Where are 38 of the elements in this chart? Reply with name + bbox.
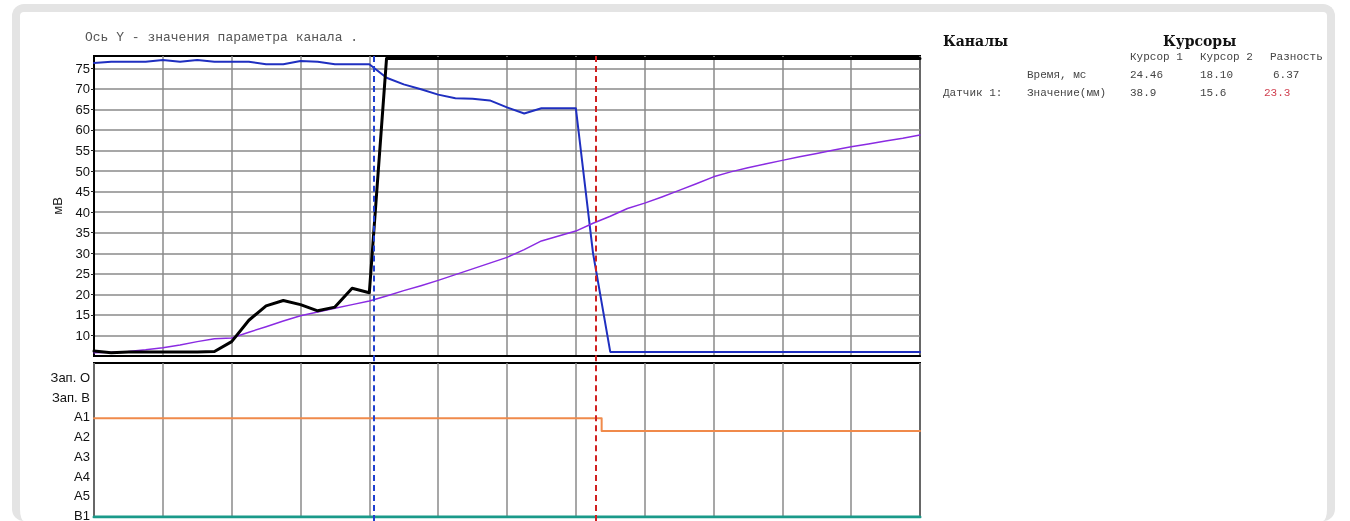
y-axis-title: мВ [50, 197, 65, 215]
text: Разность [1270, 51, 1323, 63]
text: 24.46 [1130, 69, 1164, 81]
y-tick-label: 40 [75, 204, 90, 220]
text: A2 [74, 429, 90, 445]
y-tick-label: 30 [75, 245, 90, 261]
y-tick-label: 70 [75, 81, 90, 97]
text: Датчик 1: [943, 87, 1003, 99]
text: A1 [74, 409, 90, 425]
text: B1 [74, 508, 90, 521]
text: Курсоры [1163, 33, 1237, 49]
text: 15.6 [1200, 87, 1227, 99]
text: Каналы [943, 33, 1009, 49]
text: Зап. О [50, 369, 90, 385]
y-tick-label: 15 [75, 307, 90, 323]
y-tick-label: 45 [75, 184, 90, 200]
text: Значение(мм) [1027, 87, 1107, 99]
text: A3 [74, 448, 90, 464]
text: A4 [74, 468, 90, 484]
y-tick-label: 55 [75, 143, 90, 159]
text: Зап. В [51, 389, 90, 405]
y-tick-label: 60 [75, 122, 90, 138]
y-tick-label: 10 [75, 327, 90, 343]
y-tick-label: 20 [75, 286, 90, 302]
y-tick-label: 65 [75, 101, 90, 117]
text: Время, мс [1027, 69, 1087, 81]
y-tick-label: 25 [75, 266, 90, 282]
y-tick-label: 50 [75, 163, 90, 179]
text: Курсор 2 [1200, 51, 1253, 63]
y-tick-label: 75 [75, 60, 90, 76]
text: A5 [74, 488, 90, 504]
text: Курсор 1 [1130, 51, 1183, 63]
text: 38.9 [1130, 87, 1157, 99]
chart-title: Ось Y - значения параметра канала . [85, 30, 359, 45]
text: 18.10 [1200, 69, 1234, 81]
y-tick-label: 35 [75, 225, 90, 241]
text: 23.3 [1264, 87, 1291, 99]
text: 6.37 [1273, 69, 1300, 81]
